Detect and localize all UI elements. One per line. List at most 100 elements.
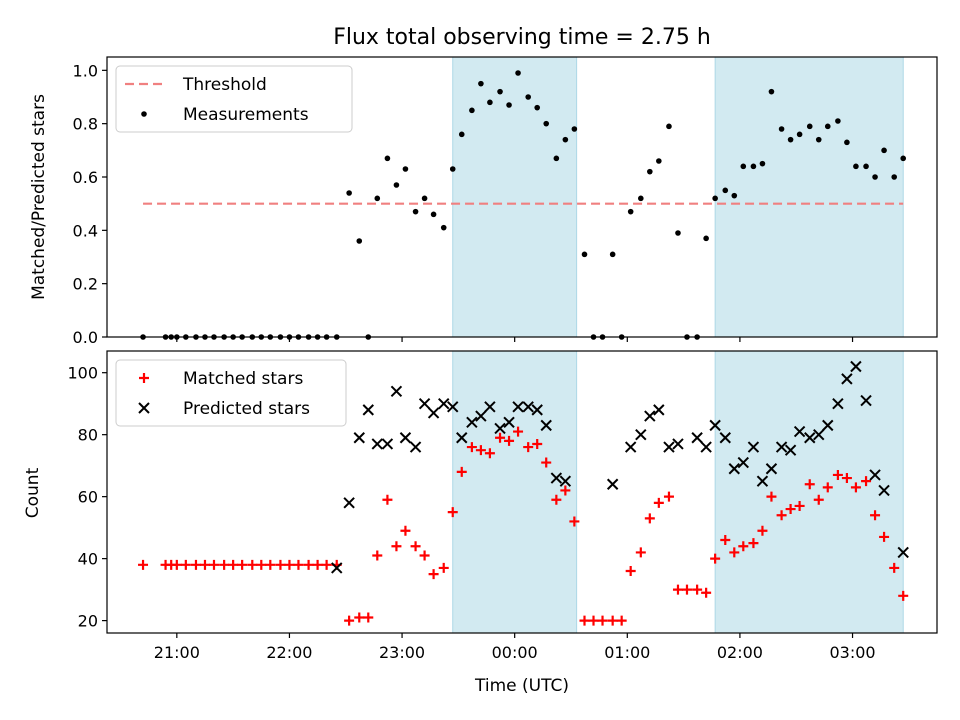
ratio-legend-label: Measurements — [183, 105, 309, 125]
predicted-star-point — [550, 472, 563, 484]
predicted-star-point — [559, 475, 572, 487]
predicted-star-point — [331, 562, 343, 574]
matched-star-point — [625, 566, 636, 577]
matched-star-point — [190, 559, 201, 570]
predicted-star-point — [447, 401, 459, 413]
predicted-star-point — [343, 497, 355, 509]
measurement-point — [562, 136, 569, 143]
matched-star-point — [171, 559, 182, 570]
predicted-star-point — [606, 478, 619, 490]
x-tick-label: 22:00 — [266, 643, 312, 662]
matched-star-point — [663, 491, 674, 502]
matched-star-point — [466, 442, 477, 453]
matched-star-point — [551, 494, 562, 505]
matched-star-point — [850, 482, 861, 493]
matched-star-point — [199, 559, 210, 570]
predicted-star-point — [719, 432, 731, 444]
measurement-point — [497, 88, 503, 95]
matched-star-point — [523, 442, 534, 453]
count-y-tick-label: 80 — [78, 426, 98, 445]
matched-star-point — [312, 559, 323, 570]
measurement-point — [478, 80, 484, 87]
observing-window-shade — [452, 56, 578, 338]
predicted-star-point — [522, 401, 534, 413]
matched-star-point — [284, 559, 295, 570]
measurement-point — [675, 230, 681, 236]
measurement-point — [402, 166, 409, 172]
x-tick-label: 02:00 — [717, 643, 763, 662]
measurement-point — [458, 131, 465, 138]
measurement-point — [806, 123, 813, 130]
predicted-star-point — [540, 419, 552, 432]
measurement-point — [421, 195, 428, 202]
measurement-point — [750, 163, 757, 170]
matched-star-point — [532, 438, 543, 449]
matched-star-point — [813, 494, 824, 505]
x-tick-label: 21:00 — [154, 643, 200, 662]
predicted-star-point — [484, 401, 496, 413]
matched-star-point — [265, 559, 276, 570]
measurement-point — [778, 126, 785, 132]
measurement-point — [656, 158, 662, 164]
x-tick-label: 23:00 — [379, 643, 425, 662]
measurement-point — [881, 147, 887, 154]
measurement-point — [740, 163, 747, 170]
predicted-star-point — [850, 360, 862, 373]
matched-star-point — [681, 584, 692, 595]
measurement-point — [759, 160, 766, 167]
predicted-star-point — [371, 438, 383, 450]
measurement-point — [647, 168, 653, 175]
measurement-point — [815, 136, 822, 143]
measurement-point — [506, 102, 512, 108]
matched-star-point — [237, 559, 248, 570]
measurement-point — [891, 174, 898, 180]
matched-star-point — [607, 615, 618, 626]
predicted-star-point — [531, 404, 543, 416]
ratio-y-tick-label: 0.6 — [73, 168, 98, 187]
count-y-tick-label: 60 — [78, 488, 98, 507]
matched-star-point — [738, 541, 749, 552]
matched-star-point — [372, 550, 383, 561]
predicted-star-point — [747, 441, 760, 453]
measurement-point — [430, 211, 437, 218]
ratio-legend-label: Threshold — [182, 75, 267, 95]
predicted-star-point — [832, 397, 844, 410]
measurement-point — [872, 174, 878, 180]
matched-star-point — [794, 500, 805, 511]
matched-star-point — [400, 525, 411, 536]
observing-window-shade — [714, 350, 904, 634]
matched-star-point — [672, 584, 683, 595]
matched-star-point — [504, 435, 515, 446]
matched-star-point — [438, 562, 449, 573]
matched-star-point — [293, 559, 304, 570]
measurement-point — [796, 131, 803, 138]
matched-star-point — [616, 615, 627, 626]
measurement-point — [346, 190, 352, 196]
ratio-y-tick-label: 0.0 — [73, 328, 98, 347]
legend-predicted-swatch — [138, 402, 150, 414]
x-tick-label: 03:00 — [829, 643, 875, 662]
matched-star-point — [391, 541, 402, 552]
measurement-point — [853, 163, 859, 170]
matched-star-point — [870, 510, 881, 521]
count-legend-box — [115, 359, 347, 427]
x-tick-label: 00:00 — [492, 643, 538, 662]
ratio-axes-frame — [106, 56, 938, 338]
predicted-star-point — [709, 419, 721, 432]
matched-star-point — [804, 479, 815, 490]
matched-star-point — [344, 615, 355, 626]
predicted-star-point — [822, 419, 834, 432]
count-panel: 20 40 60 80 100 21:00 22:00 23:00 00:00 01:00 02:0… — [67, 350, 938, 662]
ratio-y-tick-label: 1.0 — [73, 61, 98, 80]
matched-star-point — [720, 535, 731, 546]
matched-star-point — [579, 615, 590, 626]
measurement-point — [412, 208, 419, 215]
matched-star-point — [484, 448, 495, 459]
predicted-star-point — [644, 410, 656, 422]
legend-matched-swatch — [139, 373, 149, 383]
measurement-point — [844, 139, 850, 146]
measurement-point — [515, 70, 521, 76]
predicted-star-point — [390, 385, 403, 397]
predicted-star-point — [438, 397, 450, 410]
y-axis-label-ratio: Matched/Predicted stars — [29, 94, 49, 300]
